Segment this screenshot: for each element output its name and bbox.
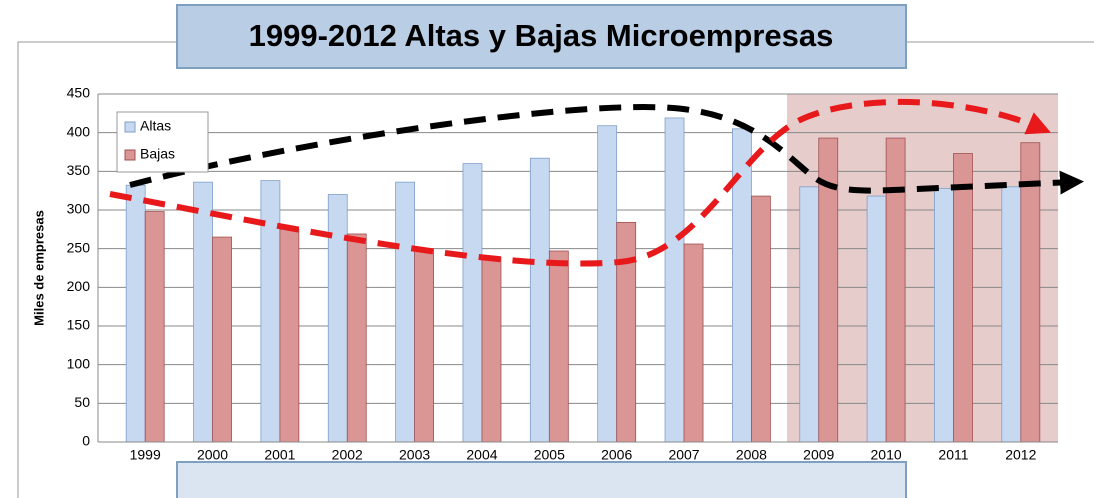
x-tick-label: 2009	[803, 447, 834, 463]
y-tick-label: 200	[67, 278, 91, 294]
x-tick-label: 2005	[534, 447, 565, 463]
trend-arrow-bajas	[109, 98, 1052, 267]
bar	[750, 195, 771, 443]
bar	[799, 186, 820, 443]
y-tick-label: 50	[74, 394, 90, 410]
x-tick-label: 2008	[736, 447, 767, 463]
x-tick-label: 2002	[332, 447, 363, 463]
title-box	[176, 4, 907, 69]
bar	[125, 184, 146, 443]
x-tick-label: 2003	[399, 447, 430, 463]
x-tick-label: 2012	[1005, 447, 1036, 463]
bar	[934, 187, 954, 443]
x-tick-label: 1999	[130, 447, 161, 463]
bar	[212, 236, 232, 443]
bar	[597, 125, 618, 443]
bar	[327, 194, 348, 443]
y-tick-label: 350	[67, 162, 91, 178]
x-tick-label: 2001	[264, 447, 295, 463]
bar	[664, 117, 685, 443]
bar	[481, 256, 502, 443]
y-tick-label: 450	[67, 85, 91, 101]
bar	[279, 228, 300, 443]
bar	[548, 250, 569, 443]
y-tick-label: 100	[67, 355, 91, 371]
x-tick-label: 2011	[938, 447, 968, 463]
legend-label: Bajas	[140, 146, 175, 162]
x-tick-label: 2006	[601, 447, 632, 463]
bar	[346, 233, 367, 443]
bar	[1001, 186, 1022, 443]
bar	[683, 243, 704, 443]
bar	[193, 181, 213, 443]
legend-swatch	[124, 149, 136, 161]
y-tick-label: 400	[67, 123, 91, 139]
x-tick-label: 2007	[668, 447, 699, 463]
bar	[1020, 142, 1041, 443]
bar	[260, 180, 281, 443]
y-tick-label: 300	[67, 201, 91, 217]
bar	[885, 137, 906, 443]
y-axis-label: Miles de empresas	[31, 210, 46, 326]
x-tick-label: 2010	[871, 447, 902, 463]
bar	[953, 153, 973, 443]
bar	[395, 181, 416, 443]
bar	[144, 211, 165, 443]
trend-arrow-altas	[129, 104, 1084, 195]
y-tick-label: 150	[67, 317, 91, 333]
y-tick-label: 250	[67, 239, 91, 255]
legend-swatch	[124, 121, 136, 133]
x-tick-label: 2004	[466, 447, 497, 463]
bar	[616, 221, 637, 443]
footer-box	[176, 461, 907, 498]
bar	[414, 248, 435, 443]
chart-title: 1999-2012 Altas y Bajas Microempresas	[249, 18, 834, 53]
bar	[462, 163, 483, 443]
x-tick-label: 2000	[197, 447, 228, 463]
bar	[866, 195, 887, 443]
y-tick-label: 0	[82, 433, 90, 449]
legend-label: Altas	[140, 118, 171, 134]
bar	[529, 157, 550, 443]
